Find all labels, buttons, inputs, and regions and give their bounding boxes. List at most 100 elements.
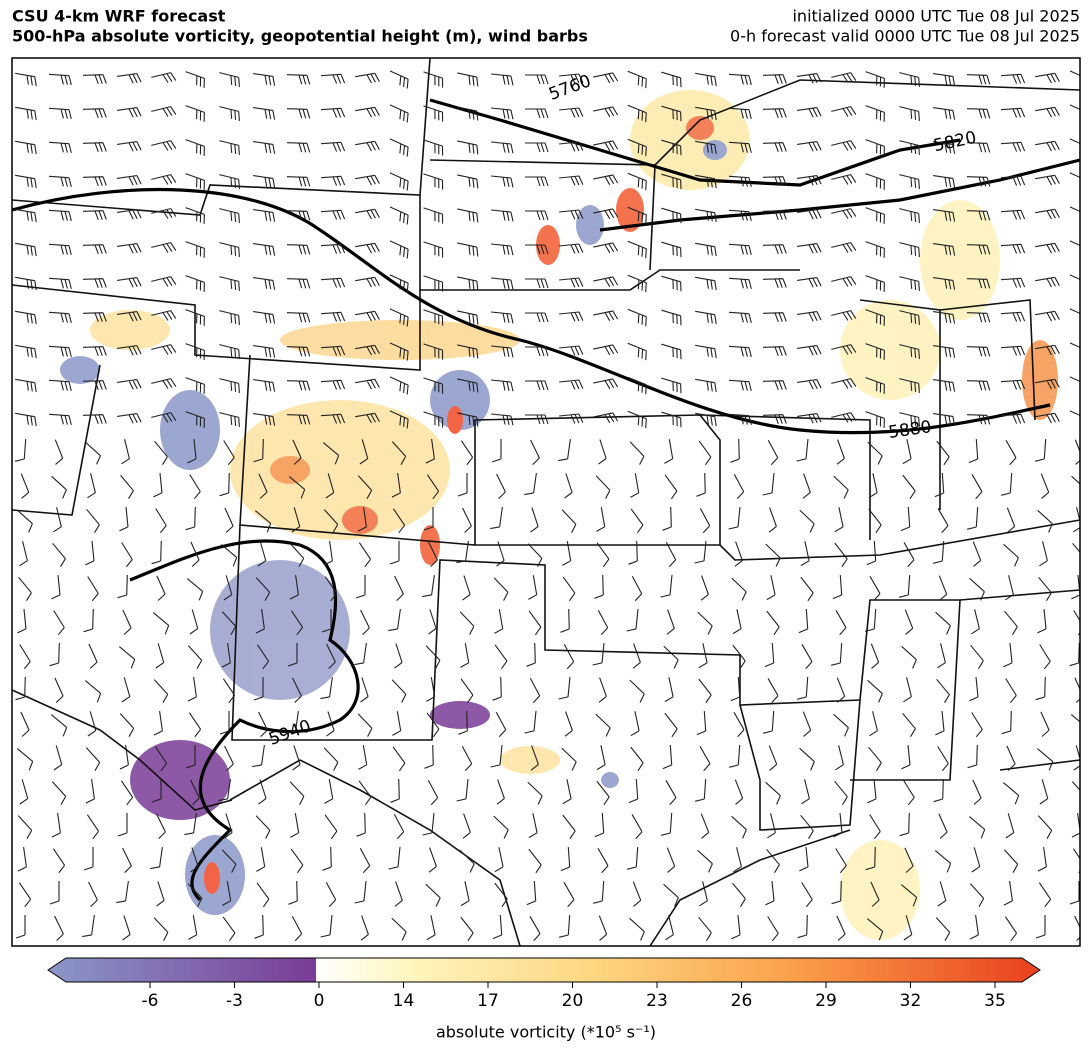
wind-barb [290,848,304,874]
wind-barb [661,71,682,88]
wind-barb [972,541,982,567]
wind-barb [185,173,205,190]
wind-barb [153,917,169,941]
wind-barb [492,914,503,940]
wind-barb [933,73,956,86]
wind-barb [462,507,472,533]
wind-barb [257,541,267,567]
wind-barb [392,746,406,772]
wind-barb [933,243,956,256]
wind-barb [85,441,101,465]
wind-barb [733,473,745,500]
wind-barb [155,508,167,534]
wind-barb [869,814,881,840]
wind-barb [694,778,707,802]
wind-barb [16,748,34,771]
wind-barb [833,713,849,737]
wind-barb [391,473,401,498]
wind-barb [865,71,885,88]
wind-barb [562,541,572,566]
wind-barb [762,244,787,254]
wind-barb [185,377,205,394]
wind-barb [355,412,380,424]
wind-barb [423,71,444,88]
wind-barb [1038,576,1052,601]
wind-barb [491,73,514,86]
wind-barb [86,814,100,840]
wind-barb [292,745,301,771]
wind-barb [698,916,712,941]
wind-barb [631,575,643,602]
wind-barb [630,508,644,534]
wind-barb [528,813,538,839]
wind-barb [389,138,409,157]
wind-barb [661,377,682,394]
wind-barb [151,779,162,803]
wind-barb [392,508,406,534]
wind-barb [256,644,270,670]
wind-barb [626,609,639,632]
wind-barb [85,541,95,566]
wind-barb [1002,782,1020,805]
wind-barb [120,780,134,806]
wind-barb [87,711,97,737]
wind-barb [797,141,822,152]
wind-barb [632,881,642,907]
wind-barb [797,345,822,356]
wind-barb [48,175,72,188]
wind-barb [151,378,177,389]
wind-barb [322,846,332,871]
wind-barb [1071,475,1080,485]
wind-barb [457,106,479,121]
wind-barb [320,379,346,390]
wind-barb [899,174,920,189]
wind-barb [525,210,549,221]
wind-barb [902,439,912,465]
wind-barb [460,916,474,942]
wind-barb [900,884,918,907]
wind-barb [865,377,885,394]
wind-barb [969,577,985,601]
wind-barb [765,881,775,906]
wind-barb [117,345,142,356]
wind-barb [1069,376,1080,392]
wind-barb [18,882,32,908]
wind-barb [253,413,276,426]
wind-barb [525,176,549,187]
wind-barb [425,883,441,907]
wind-barb [82,915,95,938]
wind-barb [796,676,809,700]
wind-barb [627,410,647,429]
wind-barb [426,677,436,702]
wind-barb [491,379,514,392]
wind-barb [695,378,717,393]
wind-barb [54,439,64,465]
wind-barb [899,140,920,155]
wind-barb [630,711,640,737]
wind-barb [1035,174,1060,186]
wind-barb [48,209,72,222]
wind-barb [493,577,509,601]
wind-barb [457,276,479,291]
wind-barb [665,780,677,806]
wind-barb [831,344,857,355]
wind-barb [185,745,196,769]
wind-barb [151,344,177,355]
wind-barb [968,816,986,839]
wind-barb [82,414,107,424]
wind-barb [1069,642,1080,667]
wind-barb [728,73,752,86]
wind-barb [320,107,346,118]
wind-barb [728,141,752,154]
wind-barb [661,105,682,122]
wind-barb [1069,342,1080,358]
wind-barb [460,643,470,668]
wind-barb [529,677,541,704]
wind-barb [627,240,647,259]
wind-barb [937,643,946,669]
wind-barb [1035,412,1060,424]
wind-barb [558,914,571,938]
wind-barb [256,882,270,908]
colorbar-tick-label: -3 [226,991,243,1011]
wind-barb [899,378,920,393]
